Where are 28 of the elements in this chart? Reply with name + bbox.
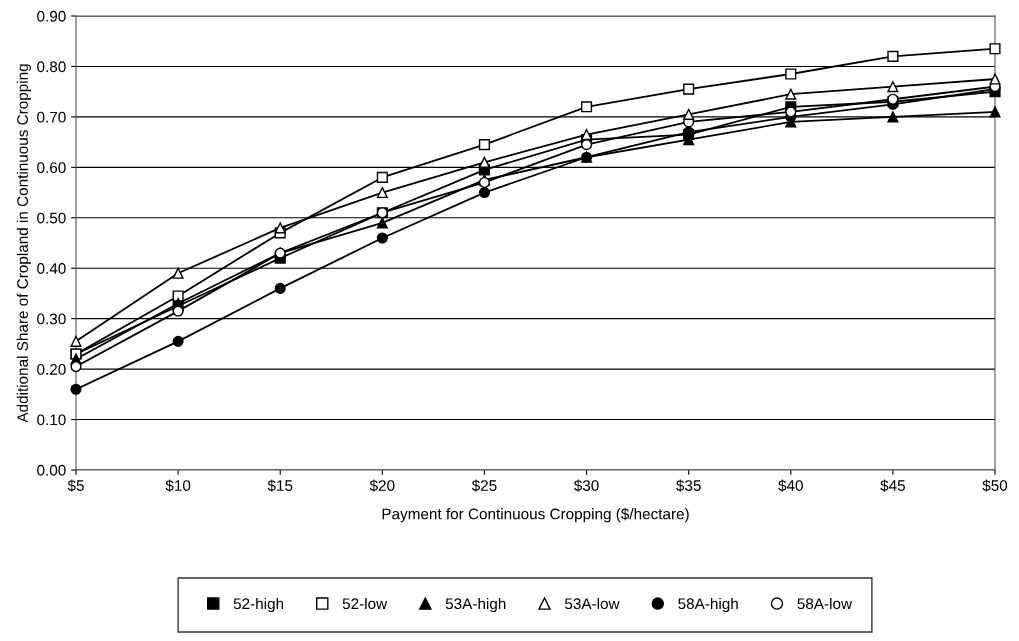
x-tick-label: $30 bbox=[573, 479, 599, 492]
y-tick-label: 0.00 bbox=[37, 464, 66, 476]
y-tick-label: 0.70 bbox=[37, 111, 66, 123]
legend-label: 52-high bbox=[233, 597, 284, 613]
y-tick-label: 0.10 bbox=[37, 414, 66, 426]
y-tick-label: 0.30 bbox=[37, 313, 66, 325]
y-tick-label: 0.50 bbox=[37, 212, 66, 224]
legend-label: 58A-low bbox=[797, 597, 853, 610]
x-tick-label: $25 bbox=[471, 479, 497, 492]
x-axis-title: Payment for Continuous Cropping ($/hectare) bbox=[382, 507, 689, 523]
x-tick-label: $10 bbox=[165, 479, 191, 492]
x-tick-label: $35 bbox=[676, 479, 701, 492]
legend-label: 53A-high bbox=[445, 597, 506, 613]
x-tick-label: $5 bbox=[67, 479, 84, 492]
y-tick-label: 0.40 bbox=[37, 263, 66, 274]
x-tick-label: $50 bbox=[982, 479, 1008, 492]
y-tick-label: 0.80 bbox=[37, 61, 66, 73]
x-tick-label: $40 bbox=[778, 479, 803, 492]
legend-label: 58A-high bbox=[678, 597, 738, 613]
x-tick-label: $45 bbox=[880, 479, 905, 492]
y-axis-title: Additional Share of Cropland in Continuous Cropping bbox=[16, 64, 31, 423]
legend-label: 53A-low bbox=[565, 597, 620, 610]
y-tick-label: 0.20 bbox=[37, 363, 66, 375]
y-tick-label: 0.60 bbox=[37, 162, 66, 174]
legend-label: 52-low bbox=[342, 597, 388, 610]
x-tick-label: $15 bbox=[267, 479, 293, 492]
x-tick-label: $20 bbox=[369, 479, 395, 492]
y-tick-label: 0.90 bbox=[37, 10, 66, 22]
